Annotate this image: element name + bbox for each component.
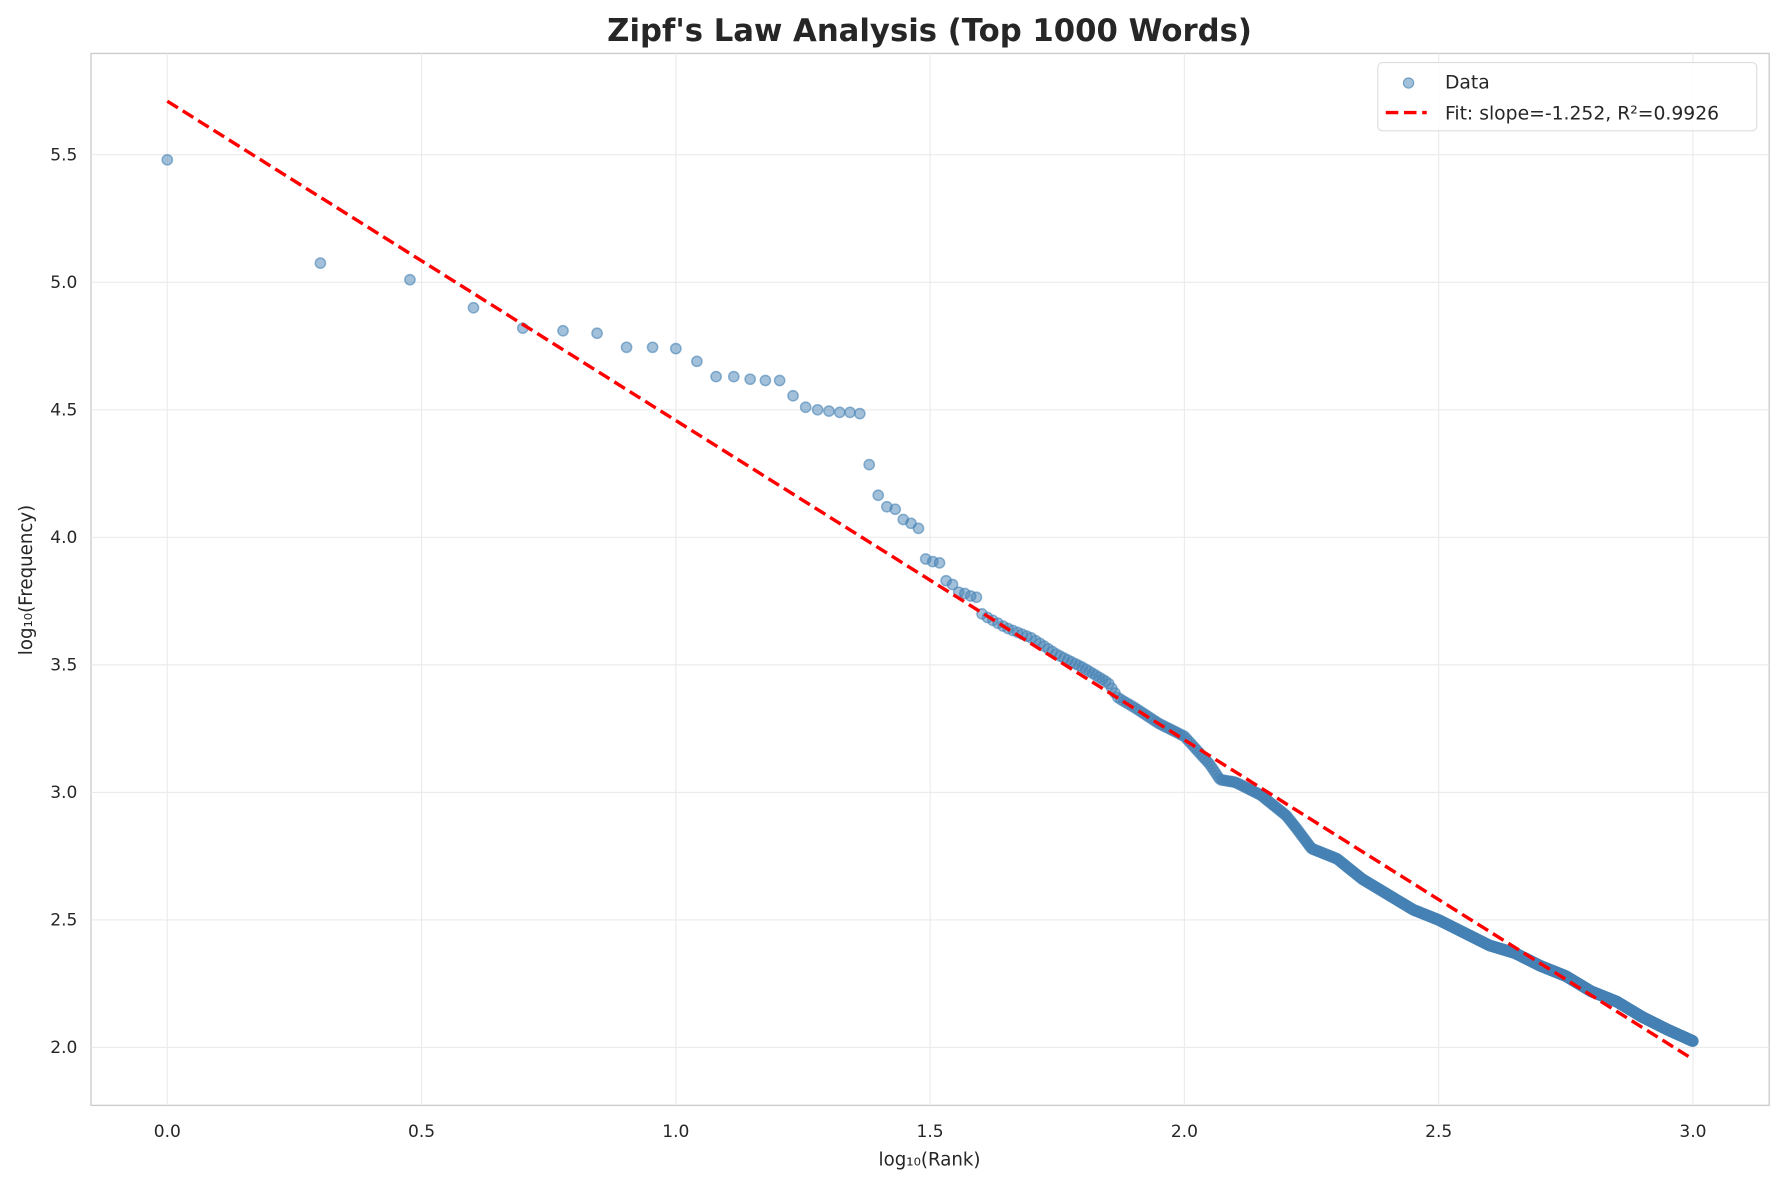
data-point: [744, 373, 757, 386]
data-point: [970, 591, 983, 604]
data-point: [314, 257, 327, 269]
data-point: [889, 503, 902, 516]
fit-line: [166, 99, 1694, 1061]
data-point: [933, 556, 946, 569]
chart-title: Zipf's Law Analysis (Top 1000 Words): [607, 13, 1252, 49]
data-point: [591, 327, 603, 340]
x-tick-labels: 0.0 0.5 1.0 1.5 2.0 2.5 3.0: [154, 1122, 1707, 1142]
data-point: [811, 403, 824, 416]
data-point: [557, 324, 569, 337]
data-point: [710, 370, 722, 383]
data-point: [759, 374, 772, 387]
x-tick-label: 1.5: [917, 1122, 944, 1142]
legend-data-marker: [1402, 77, 1415, 89]
data-point: [727, 370, 740, 383]
data-point: [823, 405, 835, 417]
legend: Data Fit: slope=-1.252, R²=0.9926: [1377, 61, 1758, 132]
x-tick-label: 0.0: [154, 1122, 181, 1142]
x-tick-label: 2.5: [1425, 1122, 1452, 1142]
data-point: [799, 401, 812, 414]
data-point: [467, 301, 480, 314]
y-tick-label: 3.0: [50, 783, 77, 803]
data-point: [161, 153, 174, 166]
data-point: [1687, 1035, 1699, 1047]
y-tick-label: 2.5: [50, 911, 77, 931]
data-point: [912, 522, 925, 535]
data-point: [946, 578, 959, 591]
data-point: [620, 341, 633, 354]
y-tick-label: 3.5: [50, 656, 77, 676]
data-point: [844, 406, 856, 419]
x-axis-label: log₁₀(Rank): [879, 1150, 981, 1171]
y-tick-labels: 2.0 2.5 3.0 3.5 4.0 4.5 5.0 5.5: [50, 145, 77, 1058]
y-axis-label: log₁₀(Frequency): [16, 505, 37, 655]
legend-fit-label: Fit: slope=-1.252, R²=0.9926: [1445, 103, 1719, 124]
data-point: [691, 355, 703, 368]
data-point: [773, 374, 786, 387]
x-tick-label: 1.0: [662, 1122, 689, 1142]
data-point: [669, 342, 682, 355]
y-tick-label: 5.0: [50, 273, 77, 293]
data-point: [863, 458, 876, 471]
data-point: [872, 489, 885, 502]
data-point: [404, 273, 416, 286]
y-tick-label: 2.0: [50, 1038, 77, 1058]
grid: [91, 53, 1770, 1106]
legend-box: [1377, 61, 1758, 132]
y-tick-label: 4.0: [50, 528, 77, 548]
y-tick-label: 5.5: [50, 145, 77, 165]
data-point: [646, 341, 659, 354]
data-point: [833, 406, 846, 419]
legend-data-label: Data: [1445, 73, 1490, 94]
x-tick-label: 3.0: [1679, 1122, 1706, 1142]
x-tick-label: 0.5: [408, 1122, 435, 1142]
x-tick-label: 2.0: [1171, 1122, 1198, 1142]
data-point: [787, 389, 799, 402]
data-point: [853, 407, 866, 420]
y-tick-label: 4.5: [50, 400, 77, 420]
